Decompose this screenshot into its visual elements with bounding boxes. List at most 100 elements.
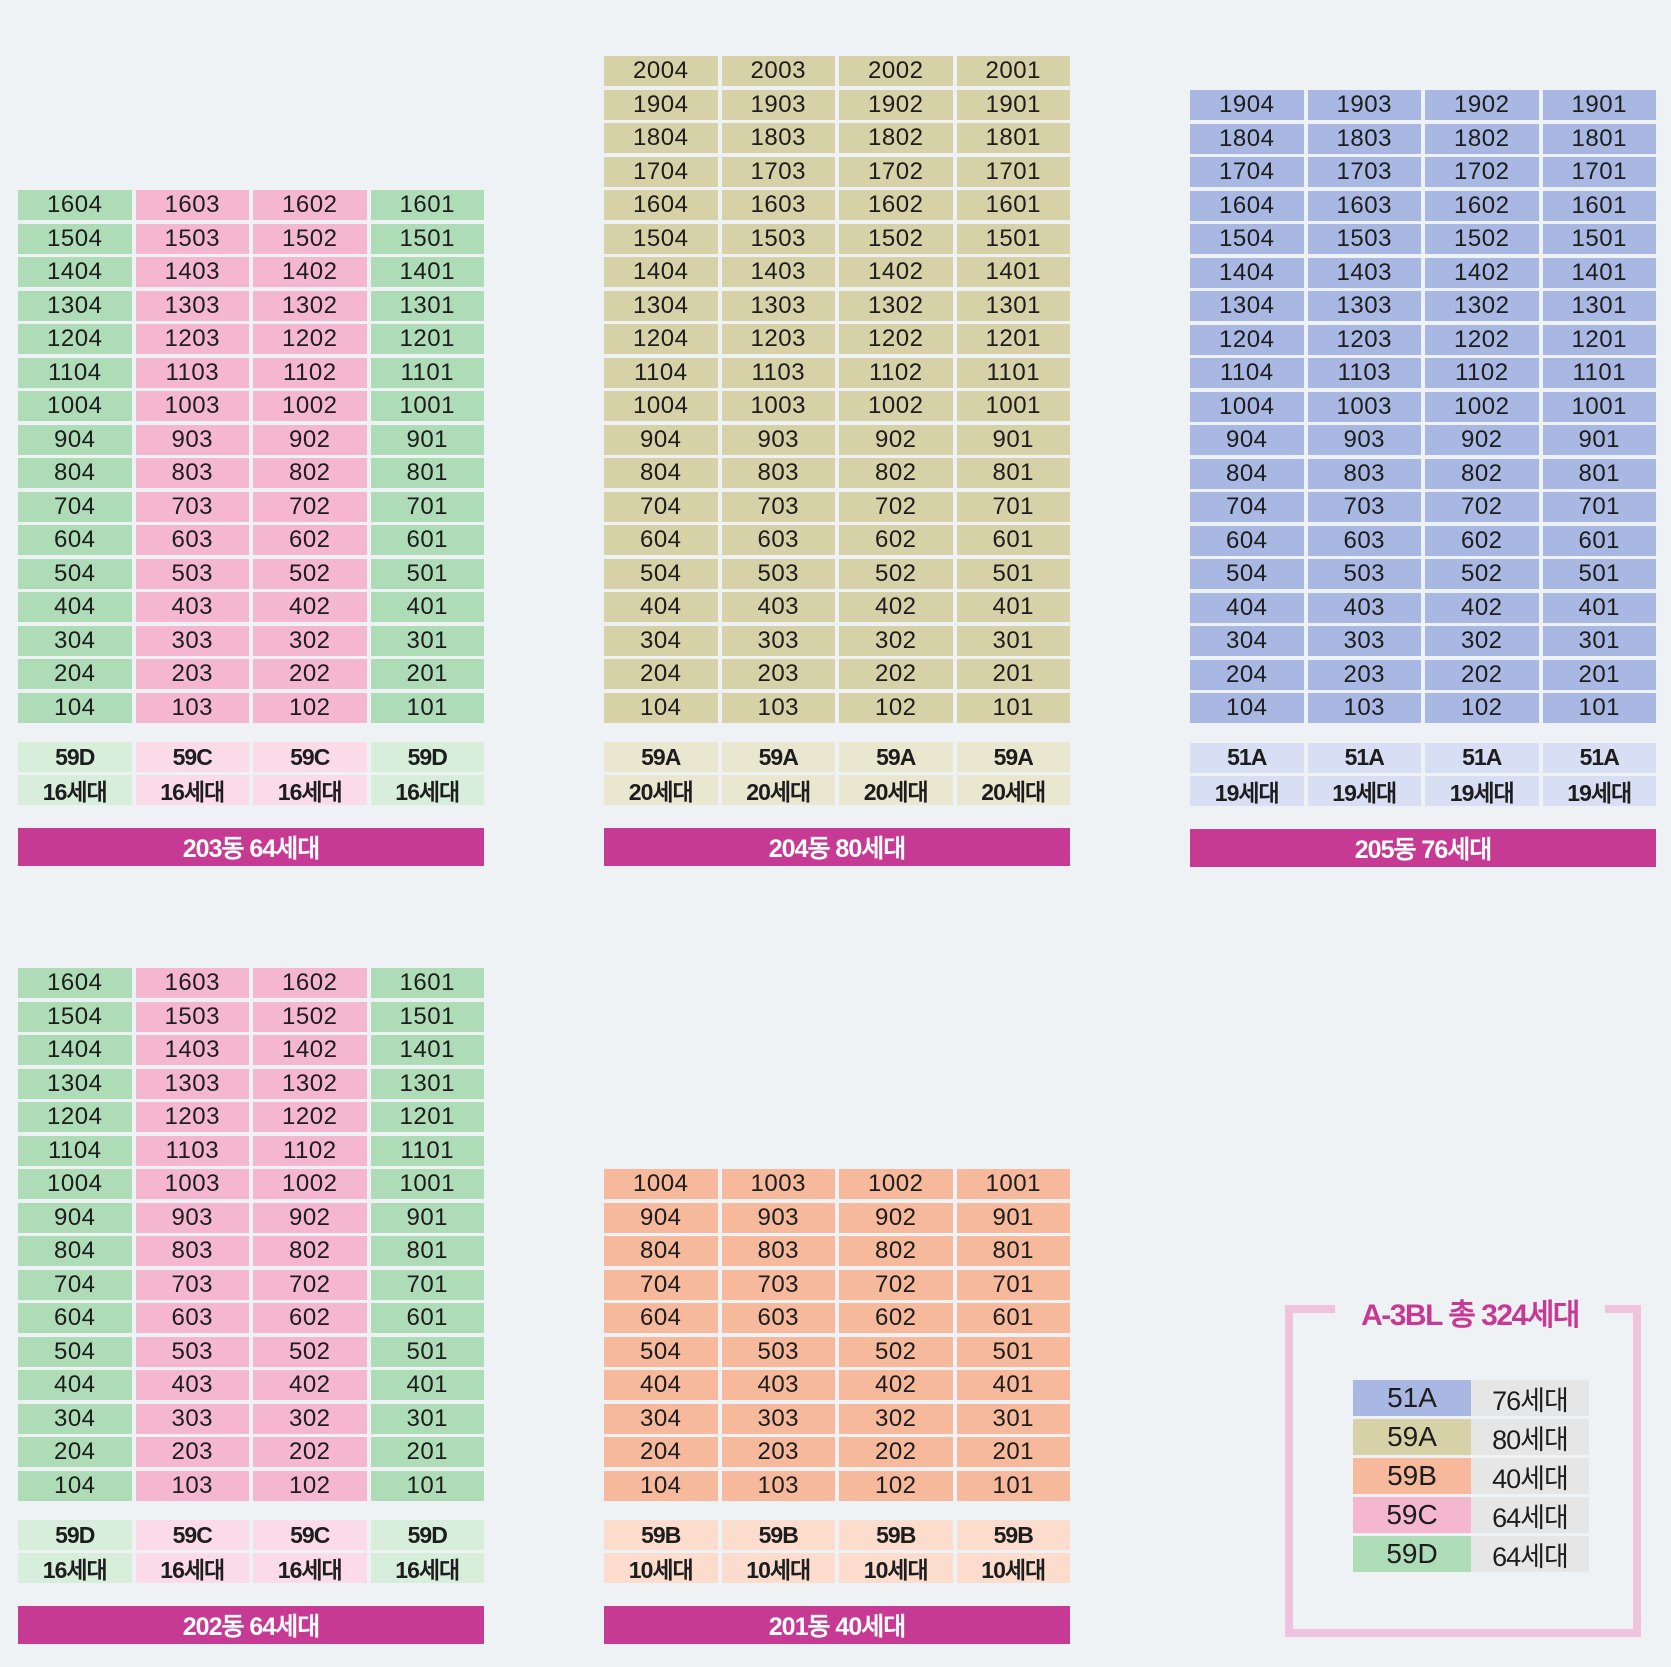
unit-cell: 201 xyxy=(1542,659,1656,690)
unit-cell: 1903 xyxy=(1307,90,1421,120)
unit-cell: 1204 xyxy=(18,1102,132,1132)
legend-frame xyxy=(1285,1305,1641,1637)
unit-cell: 1401 xyxy=(956,257,1070,287)
unit-cell: 803 xyxy=(1307,458,1421,489)
unit-cell: 1002 xyxy=(839,391,953,421)
unit-cell: 1502 xyxy=(839,223,953,254)
unit-cell: 1004 xyxy=(1190,391,1304,422)
unit-cell: 804 xyxy=(1190,458,1304,489)
unit-count-label: 19세대 xyxy=(1425,775,1539,806)
unit-cell: 303 xyxy=(135,625,249,656)
unit-cell: 201 xyxy=(370,1437,484,1467)
unit-cell: 1003 xyxy=(135,391,249,421)
unit-cell: 304 xyxy=(18,1403,132,1434)
unit-cell: 903 xyxy=(1307,425,1421,455)
legend-title: A-3BL 총 324세대 xyxy=(1335,1290,1605,1334)
unit-cell: 1302 xyxy=(1425,291,1539,321)
unit-cell: 1602 xyxy=(253,190,367,220)
building-banner: 202동 64세대 xyxy=(18,1606,484,1644)
unit-cell: 1104 xyxy=(604,357,718,388)
unit-cell: 102 xyxy=(839,1470,953,1501)
unit-cell: 601 xyxy=(370,525,484,555)
legend-count: 64세대 xyxy=(1471,1536,1589,1572)
unit-cell: 302 xyxy=(1425,626,1539,656)
unit-cell: 702 xyxy=(839,1269,953,1300)
unit-cell: 1003 xyxy=(135,1169,249,1199)
unit-cell: 701 xyxy=(956,1269,1070,1300)
building-202: 1604 1603 1602 1601 1504 1503 1502 1501 1404 1403… xyxy=(18,968,484,1644)
unit-count-label: 16세대 xyxy=(370,1553,484,1583)
unit-cell: 803 xyxy=(721,1236,835,1266)
unit-cell: 201 xyxy=(370,659,484,689)
unit-cell: 1102 xyxy=(1425,358,1539,388)
unit-cell: 1004 xyxy=(18,1169,132,1199)
unit-cell: 302 xyxy=(253,1403,367,1434)
unit-cell: 202 xyxy=(253,1437,367,1467)
unit-cell: 1401 xyxy=(370,257,484,287)
unit-cell: 503 xyxy=(721,558,835,589)
unit-cell: 403 xyxy=(721,592,835,622)
unit-cell: 901 xyxy=(956,424,1070,455)
unit-cell: 1901 xyxy=(956,89,1070,120)
unit-cell: 904 xyxy=(18,424,132,455)
unit-cell: 804 xyxy=(604,458,718,488)
unit-count-label: 10세대 xyxy=(721,1553,835,1583)
unit-cell: 1402 xyxy=(253,1035,367,1065)
building-banner: 204동 80세대 xyxy=(604,828,1070,866)
unit-cell: 1001 xyxy=(370,391,484,421)
unit-cell: 202 xyxy=(839,1437,953,1467)
unit-cell: 1203 xyxy=(135,1102,249,1132)
unit-cell: 404 xyxy=(1190,592,1304,623)
unit-cell: 2004 xyxy=(604,56,718,86)
unit-cell: 1102 xyxy=(253,357,367,388)
unit-cell: 1502 xyxy=(253,1001,367,1032)
unit-cell: 1604 xyxy=(18,190,132,220)
unit-cell: 401 xyxy=(956,592,1070,622)
unit-cell: 1004 xyxy=(604,391,718,421)
unit-cell: 303 xyxy=(721,1403,835,1434)
unit-cell: 903 xyxy=(135,1202,249,1233)
unit-cell: 304 xyxy=(1190,626,1304,656)
unit-cell: 304 xyxy=(604,625,718,656)
unit-cell: 202 xyxy=(253,659,367,689)
unit-type-label: 59D xyxy=(370,1520,484,1550)
unit-cell: 204 xyxy=(604,659,718,689)
unit-cell: 501 xyxy=(370,558,484,589)
count-row: 16세대 16세대 16세대 16세대 xyxy=(18,1553,484,1586)
unit-cell: 702 xyxy=(253,1269,367,1300)
unit-cell: 504 xyxy=(604,1336,718,1367)
unit-cell: 1302 xyxy=(839,290,953,321)
unit-type-label: 59C xyxy=(253,1520,367,1550)
count-row: 16세대 16세대 16세대 16세대 xyxy=(18,775,484,808)
unit-cell: 502 xyxy=(1425,559,1539,589)
unit-cell: 203 xyxy=(135,1437,249,1467)
unit-cell: 104 xyxy=(18,692,132,723)
legend-type: 59D xyxy=(1353,1536,1471,1572)
unit-count-label: 10세대 xyxy=(956,1553,1070,1583)
unit-cell: 502 xyxy=(253,558,367,589)
unit-count-label: 19세대 xyxy=(1190,775,1304,806)
unit-cell: 1602 xyxy=(253,968,367,998)
unit-cell: 1703 xyxy=(1307,157,1421,187)
unit-grid: 1904 1903 1902 1901 1804 1803 1802 1801 1704 1703… xyxy=(1190,90,1656,727)
unit-cell: 803 xyxy=(135,458,249,488)
unit-cell: 603 xyxy=(1307,525,1421,556)
unit-grid: 1604 1603 1602 1601 1504 1503 1502 1501 1404 1403… xyxy=(18,190,484,726)
unit-cell: 1101 xyxy=(370,1135,484,1166)
unit-cell: 204 xyxy=(18,1437,132,1467)
unit-cell: 203 xyxy=(135,659,249,689)
unit-cell: 1401 xyxy=(1542,257,1656,288)
unit-count-label: 19세대 xyxy=(1307,775,1421,806)
unit-cell: 603 xyxy=(135,1303,249,1333)
unit-cell: 302 xyxy=(253,625,367,656)
unit-type-label: 59D xyxy=(18,742,132,772)
unit-cell: 502 xyxy=(839,558,953,589)
building-banner: 205동 76세대 xyxy=(1190,828,1656,867)
unit-cell: 102 xyxy=(253,692,367,723)
building-205: 1904 1903 1902 1901 1804 1803 1802 1801 1704 1703… xyxy=(1190,90,1656,867)
unit-type-label: 51A xyxy=(1542,742,1656,773)
unit-cell: 602 xyxy=(1425,525,1539,556)
unit-cell: 1002 xyxy=(253,1169,367,1199)
unit-cell: 1603 xyxy=(135,968,249,998)
unit-cell: 403 xyxy=(135,592,249,622)
